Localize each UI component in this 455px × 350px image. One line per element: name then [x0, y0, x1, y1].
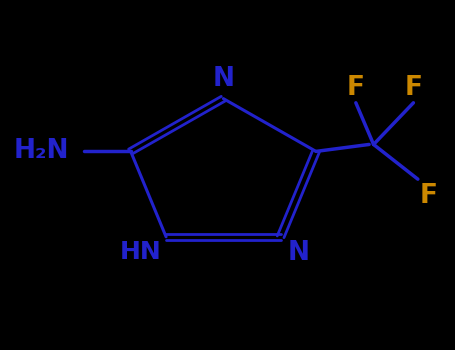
- Text: N: N: [212, 66, 234, 92]
- Text: HN: HN: [120, 240, 162, 264]
- Text: F: F: [420, 183, 438, 209]
- Text: F: F: [347, 75, 365, 101]
- Text: N: N: [287, 240, 309, 266]
- Text: H₂N: H₂N: [13, 138, 69, 164]
- Text: F: F: [404, 75, 422, 101]
